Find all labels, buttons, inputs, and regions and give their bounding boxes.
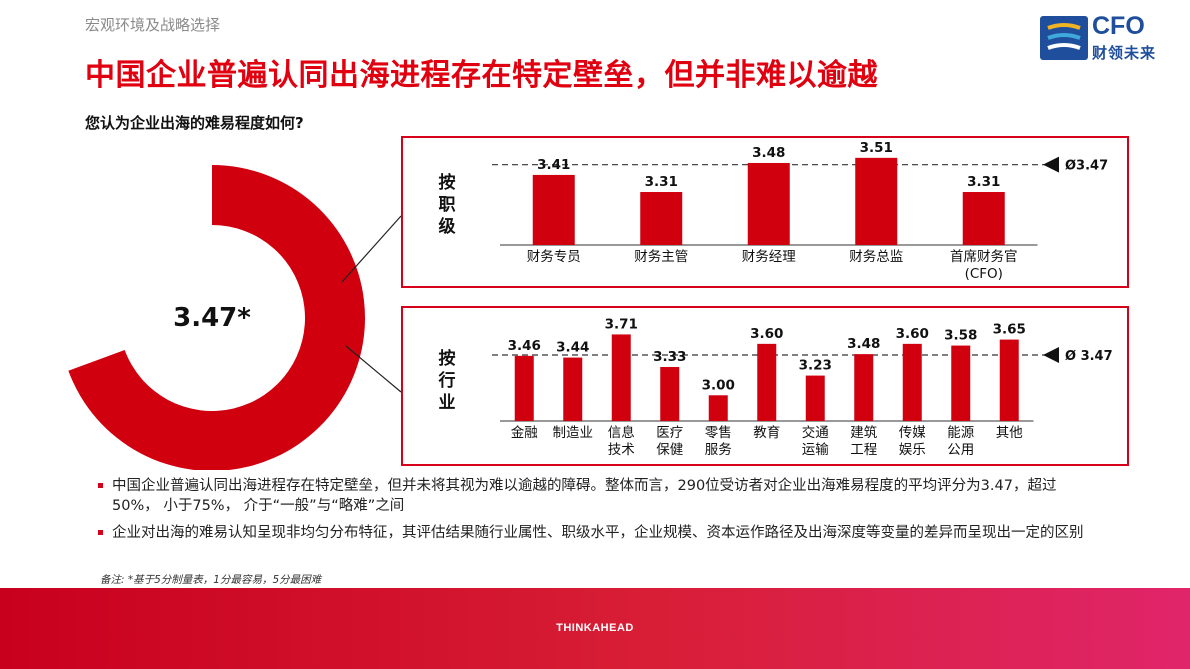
category-label: 零售 [705, 425, 732, 441]
bar [747, 162, 790, 245]
logo-mark-icon [1040, 16, 1088, 60]
average-arrow-icon [1043, 347, 1059, 363]
bar [855, 157, 898, 245]
category-label: 信息 [608, 424, 635, 441]
bar-value-label: 3.00 [702, 377, 735, 393]
bar [708, 395, 728, 421]
category-label: 教育 [753, 425, 780, 441]
bar [660, 367, 680, 421]
category-label: 财务专员 [527, 249, 581, 265]
bar-value-label: 3.46 [508, 338, 541, 354]
logo-text: CFO [1092, 12, 1145, 40]
bar-value-label: 3.41 [537, 157, 570, 173]
category-label: 建筑 [850, 425, 878, 441]
connector-line-bottom [345, 345, 402, 393]
bar [962, 192, 1005, 245]
bar-value-label: 3.23 [799, 358, 832, 374]
bar-value-label: 3.31 [645, 174, 678, 190]
bar [532, 174, 575, 245]
category-label: 公用 [947, 442, 974, 458]
footer-brand: THINKAHEAD [556, 622, 634, 634]
bar [757, 343, 777, 421]
finding-item: 中国企业普遍认同出海进程存在特定壁垒，但并未将其视为难以逾越的障碍。整体而言，2… [98, 476, 1098, 516]
bar-value-label: 3.48 [847, 336, 880, 352]
bar-value-label: 3.48 [752, 145, 785, 161]
findings-list: 中国企业普遍认同出海进程存在特定壁垒，但并未将其视为难以逾越的障碍。整体而言，2… [98, 476, 1098, 550]
bar [640, 192, 683, 245]
category-label: 财务主管 [634, 249, 688, 265]
category-label: 保健 [656, 442, 683, 458]
footnote: 备注: *基于5分制量表，1分最容易，5分最困难 [100, 574, 322, 586]
category-label: 运输 [802, 442, 830, 458]
bar [563, 357, 583, 421]
category-label: 首席财务官 [950, 249, 1018, 265]
bar [611, 334, 631, 421]
donut-chart: 3.47* [68, 165, 402, 470]
logo-subtitle: 财领未来 [1092, 44, 1157, 62]
industry-axis-label: 按行业 [438, 349, 456, 413]
bar [514, 355, 534, 421]
category-label: 制造业 [553, 425, 594, 441]
category-label: 财务总监 [849, 249, 903, 265]
bar-value-label: 3.71 [605, 316, 638, 332]
category-label: 服务 [705, 442, 732, 458]
category-label: 医疗 [656, 425, 683, 441]
finding-item: 企业对出海的难易认知呈现非均匀分布特征，其评估结果随行业属性、职级水平，企业规模… [98, 523, 1098, 543]
category-label: 其他 [996, 425, 1023, 441]
bar [951, 345, 971, 421]
bar-value-label: 3.60 [750, 326, 783, 342]
connector-line-top [341, 215, 402, 283]
bar-value-label: 3.51 [860, 140, 893, 156]
bar-value-label: 3.44 [556, 340, 589, 356]
category-label: 财务经理 [742, 249, 796, 265]
average-label: Ø 3.47 [1065, 349, 1113, 364]
cfo-logo: CFO 财领未来 [1040, 12, 1180, 66]
bar [805, 375, 825, 421]
bar-value-label: 3.33 [653, 349, 686, 365]
donut-value-label: 3.47* [173, 303, 251, 333]
role-axis-label: 按职级 [438, 173, 456, 237]
category-label: 金融 [511, 425, 539, 441]
panel-by-industry: 按行业 Ø 3.47 3.46 金融 3.44 制造业 3.71 信息 技术 3.33 医疗 保健 3… [401, 306, 1129, 466]
category-label: 工程 [850, 442, 877, 458]
bar-value-label: 3.60 [896, 326, 929, 342]
category-label: 娱乐 [899, 442, 926, 458]
bar-value-label: 3.31 [967, 174, 1000, 190]
donut-arc [68, 165, 365, 470]
bar [902, 343, 922, 421]
category-label: 能源 [947, 425, 975, 441]
category-label: 交通 [802, 424, 830, 441]
bar-value-label: 3.58 [944, 328, 977, 344]
page-title: 中国企业普遍认同出海进程存在特定壁垒，但并非难以逾越 [85, 58, 878, 93]
panel-by-role: 按职级 Ø3.47 3.41 财务专员 3.31 财务主管 3.48 财务经理 3.51 财务总… [401, 136, 1129, 288]
survey-question: 您认为企业出海的难易程度如何? [85, 114, 304, 132]
role-bar-chart: Ø3.47 3.41 财务专员 3.31 财务主管 3.48 财务经理 3.51 财务总监 3.3… [492, 140, 1108, 282]
category-label: (CFO) [965, 266, 1003, 282]
bar-value-label: 3.65 [993, 322, 1026, 338]
footer-banner [0, 588, 1190, 669]
category-label: 传媒 [899, 425, 927, 441]
section-label: 宏观环境及战略选择 [85, 16, 221, 34]
bar [999, 339, 1019, 421]
average-arrow-icon [1043, 156, 1059, 173]
category-label: 技术 [608, 442, 635, 458]
average-label: Ø3.47 [1065, 159, 1108, 174]
bar [854, 354, 874, 421]
